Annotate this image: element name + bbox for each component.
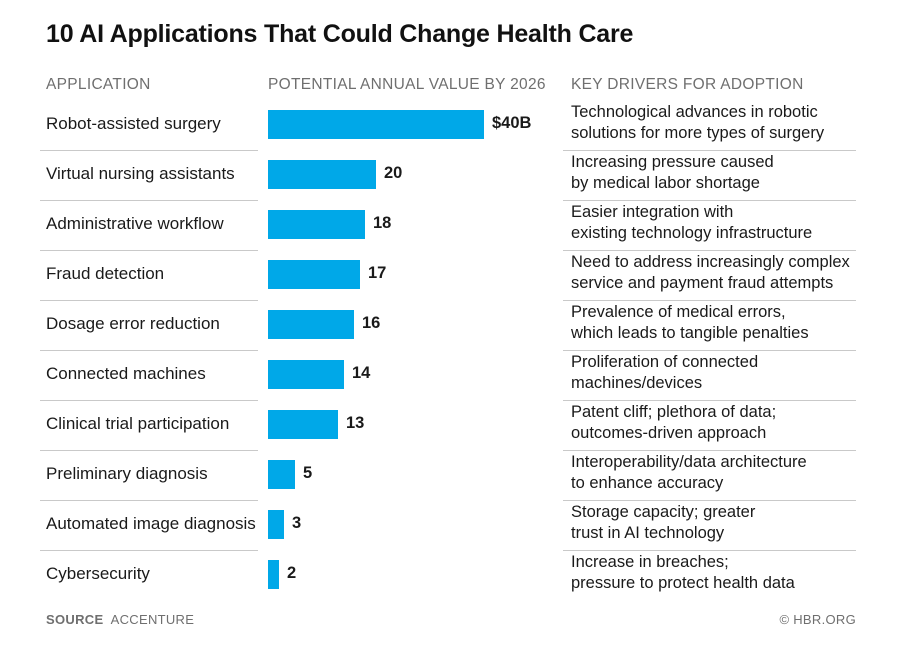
table-row: Automated image diagnosis 3 Storage capaci… — [0, 500, 900, 550]
driver-line: outcomes-driven approach — [571, 424, 767, 442]
bar — [268, 410, 338, 439]
row-divider — [563, 400, 856, 401]
row-divider — [563, 350, 856, 351]
data-label: 14 — [352, 364, 371, 382]
row-divider — [563, 300, 856, 301]
row-divider — [40, 400, 258, 401]
row-divider — [563, 500, 856, 501]
category-label: Clinical trial participation — [46, 414, 230, 433]
table-row: Dosage error reduction 16 Prevalence of me… — [0, 300, 900, 350]
table-row: Robot-assisted surgery $40B Technological … — [0, 100, 900, 150]
driver-text: Technological advances in robotic solutio… — [571, 102, 824, 144]
driver-line: existing technology infrastructure — [571, 224, 813, 242]
driver-line: Technological advances in robotic — [571, 103, 818, 121]
table-row: Preliminary diagnosis 5 Interoperability/d… — [0, 450, 900, 500]
source-label: SOURCE — [46, 612, 104, 627]
category-label: Administrative workflow — [46, 214, 224, 233]
category-label: Fraud detection — [46, 264, 165, 283]
driver-text: Patent cliff; plethora of data; outcomes-… — [571, 402, 776, 444]
category-label: Virtual nursing assistants — [46, 164, 235, 183]
table-row: Fraud detection 17 Need to address increas… — [0, 250, 900, 300]
row-divider — [40, 550, 258, 551]
source-note: SOURCE ACCENTURE — [46, 612, 194, 627]
driver-line: Patent cliff; plethora of data; — [571, 403, 777, 421]
driver-line: solutions for more types of surgery — [571, 124, 825, 142]
row-divider — [40, 350, 258, 351]
row-divider — [40, 300, 258, 301]
driver-line: which leads to tangible penalties — [571, 324, 809, 342]
row-divider — [40, 200, 258, 201]
driver-text: Increasing pressure caused by medical lab… — [571, 152, 774, 194]
driver-text: Interoperability/data architecture to enh… — [571, 452, 807, 494]
data-label: 3 — [292, 514, 302, 532]
data-label: 2 — [287, 564, 297, 582]
driver-line: trust in AI technology — [571, 524, 725, 542]
bar — [268, 460, 295, 489]
row-divider — [563, 200, 856, 201]
table-row: Virtual nursing assistants 20 Increasing p… — [0, 150, 900, 200]
bar — [268, 310, 354, 339]
bar — [268, 160, 376, 189]
column-header-drivers: KEY DRIVERS FOR ADOPTION — [571, 76, 804, 93]
driver-text: Easier integration with existing technolo… — [571, 202, 812, 244]
category-label: Connected machines — [46, 364, 206, 383]
source-name: ACCENTURE — [110, 612, 195, 627]
data-label: 16 — [362, 314, 381, 332]
chart-title: 10 AI Applications That Could Change Hea… — [46, 20, 634, 48]
table-row: Connected machines 14 Proliferation of con… — [0, 350, 900, 400]
driver-line: Interoperability/data architecture — [571, 453, 807, 471]
category-label: Dosage error reduction — [46, 314, 220, 333]
bar — [268, 560, 279, 589]
row-divider — [563, 250, 856, 251]
row-divider — [40, 150, 258, 151]
driver-text: Storage capacity; greater trust in AI tec… — [571, 502, 755, 544]
data-label: 18 — [373, 214, 392, 232]
data-label: 17 — [368, 264, 387, 282]
credit: © HBR.ORG — [779, 612, 856, 627]
bar — [268, 260, 360, 289]
column-header-application: APPLICATION — [46, 76, 151, 93]
row-divider — [563, 450, 856, 451]
driver-line: Prevalence of medical errors, — [571, 303, 786, 321]
driver-line: to enhance accuracy — [571, 474, 724, 492]
bar — [268, 510, 284, 539]
row-divider — [563, 150, 856, 151]
category-label: Robot-assisted surgery — [46, 114, 221, 133]
driver-line: Easier integration with — [571, 203, 734, 221]
category-label: Cybersecurity — [46, 564, 150, 583]
driver-line: Need to address increasingly complex — [571, 253, 850, 271]
column-header-value: POTENTIAL ANNUAL VALUE BY 2026 — [268, 76, 546, 93]
row-divider — [40, 250, 258, 251]
driver-line: service and payment fraud attempts — [571, 274, 834, 292]
table-row: Cybersecurity 2 Increase in breaches; press… — [0, 550, 900, 600]
driver-line: machines/devices — [571, 374, 703, 392]
driver-text: Increase in breaches; pressure to protect… — [571, 552, 795, 594]
row-divider — [40, 500, 258, 501]
table-row: Administrative workflow 18 Easier integrat… — [0, 200, 900, 250]
driver-line: by medical labor shortage — [571, 174, 760, 192]
bar — [268, 110, 484, 139]
bar — [268, 360, 344, 389]
driver-text: Need to address increasingly complex serv… — [571, 252, 850, 294]
category-label: Automated image diagnosis — [46, 514, 256, 533]
driver-line: Increase in breaches; — [571, 553, 729, 571]
driver-line: Proliferation of connected — [571, 353, 759, 371]
data-label: $40B — [492, 114, 532, 132]
driver-line: Storage capacity; greater — [571, 503, 756, 521]
table-row: Clinical trial participation 13 Patent cli… — [0, 400, 900, 450]
driver-line: pressure to protect health data — [571, 574, 795, 592]
category-label: Preliminary diagnosis — [46, 464, 208, 483]
data-label: 5 — [303, 464, 313, 482]
driver-line: Increasing pressure caused — [571, 153, 774, 171]
driver-text: Proliferation of connected machines/devic… — [571, 352, 758, 394]
data-label: 20 — [384, 164, 403, 182]
row-divider — [40, 450, 258, 451]
bar — [268, 210, 365, 239]
row-divider — [563, 550, 856, 551]
data-label: 13 — [346, 414, 365, 432]
driver-text: Prevalence of medical errors, which leads… — [571, 302, 809, 344]
